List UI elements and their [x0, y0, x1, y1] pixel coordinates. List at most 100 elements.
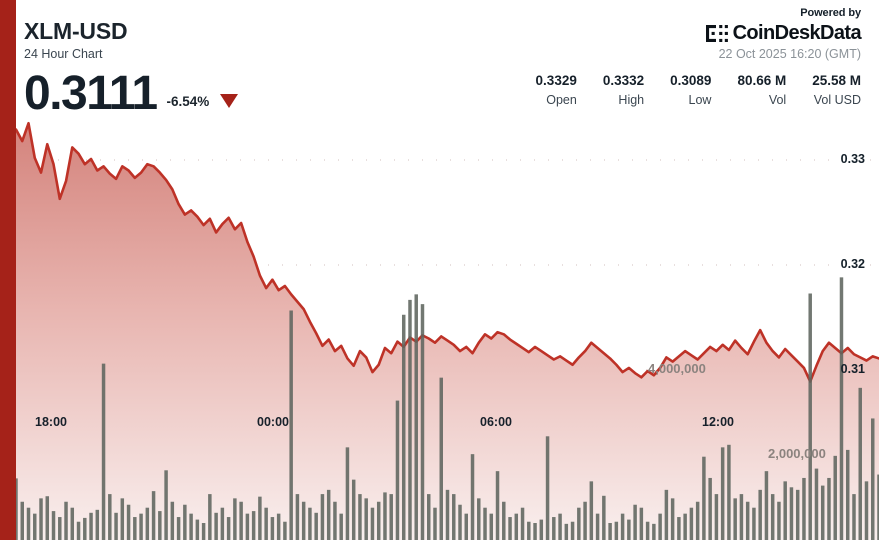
volume-bar [89, 512, 93, 540]
volume-bar [258, 496, 262, 540]
volume-bar [45, 496, 50, 540]
volume-bar [745, 501, 750, 540]
volume-bar [595, 513, 600, 540]
volume-bar [301, 501, 306, 540]
volume-bar [370, 507, 375, 540]
volume-bar [877, 474, 879, 540]
volume-bar [208, 494, 212, 540]
volume-bar [477, 498, 481, 540]
volume-bar [101, 363, 106, 540]
volume-bar [201, 523, 206, 540]
volume-bar [439, 377, 443, 540]
volume-bar [733, 498, 737, 540]
volume-bar [164, 470, 168, 540]
volume-bar [276, 513, 281, 540]
volume-bar [502, 501, 506, 540]
volume-bar [689, 507, 694, 540]
volume-bar [614, 521, 619, 540]
time-axis-label: 06:00 [480, 415, 512, 429]
volume-bar [158, 511, 162, 540]
volume-bar [864, 481, 869, 540]
volume-axis-label: 4,000,000 [648, 361, 706, 376]
volume-bar [558, 513, 562, 540]
volume-bar [345, 447, 350, 540]
price-axis-label: 0.32 [840, 257, 865, 271]
volume-bar [408, 299, 412, 540]
volume-bar [414, 294, 418, 540]
volume-bar [539, 519, 544, 540]
volume-bar [664, 489, 669, 540]
volume-bar [752, 507, 756, 540]
volume-bar [702, 456, 706, 540]
volume-bar [326, 489, 331, 540]
volume-bar [820, 485, 825, 540]
volume-bar [145, 507, 150, 540]
volume-bar [51, 511, 56, 540]
volume-bar [758, 489, 762, 540]
volume-bar [314, 512, 318, 540]
volume-bar [320, 494, 325, 540]
volume-bar [308, 507, 312, 540]
volume-bar [33, 513, 37, 540]
left-accent-bar [0, 0, 16, 540]
volume-bar [189, 513, 193, 540]
volume-bar [833, 455, 837, 540]
volume-bar [839, 277, 844, 540]
volume-bar [695, 501, 700, 540]
time-axis-label: 18:00 [35, 415, 67, 429]
volume-bar [283, 521, 287, 540]
volume-bar [176, 517, 181, 540]
volume-bar [251, 511, 256, 540]
volume-bar [26, 507, 31, 540]
volume-bar [520, 507, 525, 540]
volume-bar [39, 498, 43, 540]
volume-bar [658, 513, 662, 540]
volume-bar [683, 513, 687, 540]
volume-bar [364, 498, 368, 540]
volume-bar [495, 471, 500, 540]
volume-bar [395, 400, 400, 540]
volume-bar [420, 304, 425, 540]
price-axis-label: 0.31 [840, 362, 865, 376]
volume-bar [452, 494, 456, 540]
volume-bar [639, 507, 644, 540]
volume-bar [333, 501, 337, 540]
time-axis-label: 12:00 [702, 415, 734, 429]
volume-bar [458, 504, 462, 540]
volume-bar [602, 495, 606, 540]
volume-bar [633, 504, 637, 540]
volume-bar [514, 513, 519, 540]
volume-bar [151, 491, 156, 540]
volume-bar [739, 494, 744, 540]
volume-bar [527, 521, 531, 540]
volume-bar [214, 512, 218, 540]
volume-bar [545, 436, 550, 540]
time-axis-label: 00:00 [257, 415, 289, 429]
volume-bar [126, 504, 131, 540]
volume-bar [226, 517, 231, 540]
volume-bar [589, 481, 594, 540]
volume-bar [764, 471, 769, 540]
volume-bar [777, 501, 781, 540]
volume-bar [789, 487, 794, 540]
volume-bar [808, 293, 812, 540]
volume-bar [114, 512, 118, 540]
volume-bar [195, 519, 200, 540]
volume-bar [14, 478, 18, 540]
volume-bar [270, 517, 275, 540]
volume-bar [170, 501, 175, 540]
volume-bar [708, 477, 712, 540]
volume-bar [183, 504, 187, 540]
volume-bar [670, 498, 675, 540]
volume-bar [83, 517, 87, 540]
volume-bar [827, 477, 831, 540]
volume-bar [245, 513, 250, 540]
volume-bar [70, 507, 75, 540]
volume-bar [770, 494, 775, 540]
volume-bar [470, 454, 475, 540]
volume-bar [720, 447, 725, 540]
volume-bar [239, 501, 243, 540]
volume-bar [133, 517, 137, 540]
volume-bar [508, 517, 512, 540]
